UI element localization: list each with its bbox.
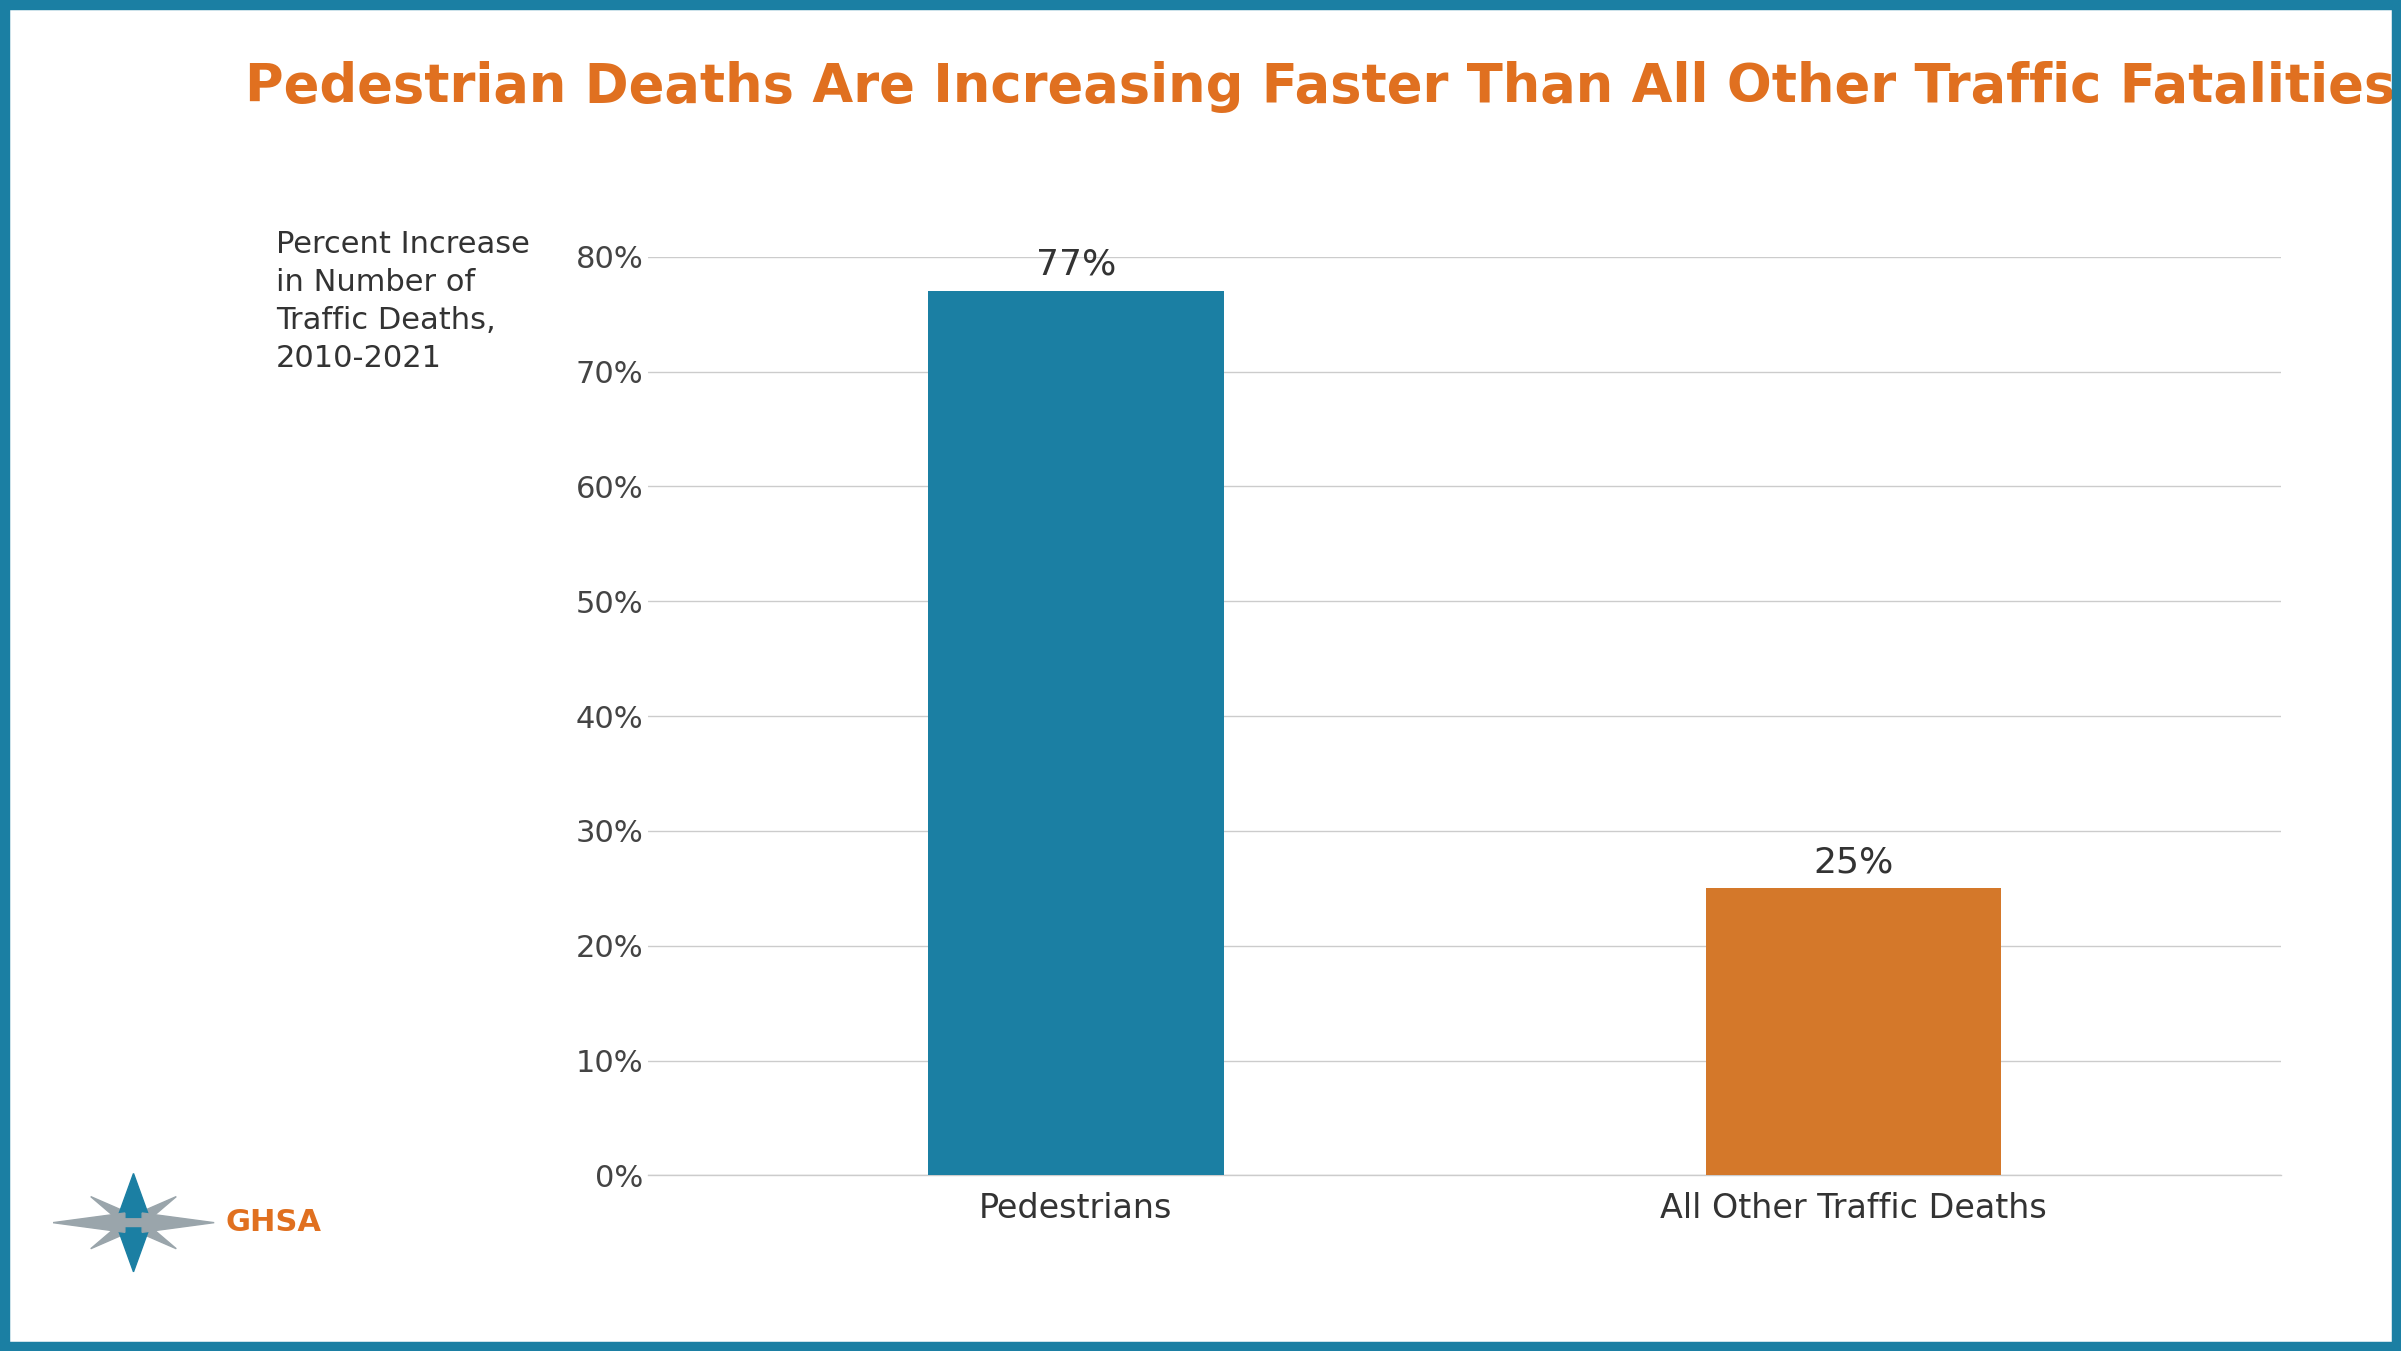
Text: Pedestrian Deaths Are Increasing Faster Than All Other Traffic Fatalities: Pedestrian Deaths Are Increasing Faster … xyxy=(245,61,2396,112)
Polygon shape xyxy=(127,1197,175,1227)
Polygon shape xyxy=(118,1228,149,1271)
Polygon shape xyxy=(118,1174,149,1217)
Polygon shape xyxy=(127,1219,175,1248)
Polygon shape xyxy=(142,1213,214,1232)
Text: 77%: 77% xyxy=(1035,249,1116,282)
Polygon shape xyxy=(53,1213,125,1232)
Polygon shape xyxy=(91,1219,142,1248)
Text: Percent Increase
in Number of
Traffic Deaths,
2010-2021: Percent Increase in Number of Traffic De… xyxy=(276,230,531,373)
Bar xyxy=(929,290,1225,1175)
Polygon shape xyxy=(91,1197,142,1227)
Text: 25%: 25% xyxy=(1813,846,1894,880)
Text: GHSA: GHSA xyxy=(226,1208,322,1238)
Bar xyxy=(1705,889,2000,1175)
